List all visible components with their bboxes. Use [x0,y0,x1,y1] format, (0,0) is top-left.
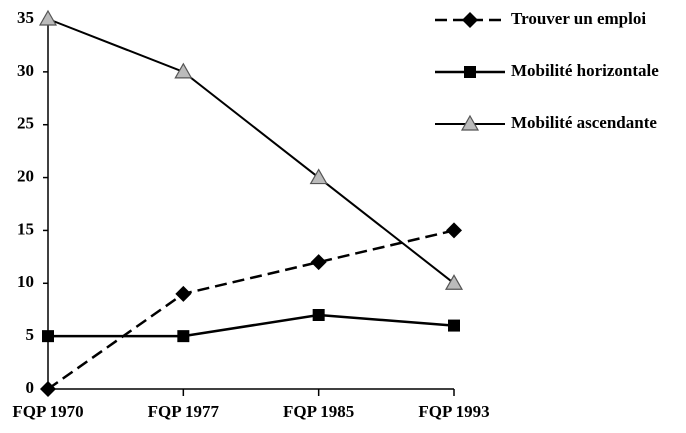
legend-label: Trouver un emploi [511,9,646,28]
legend-label: Mobilité ascendante [511,113,657,132]
marker [444,274,464,290]
y-tick-label: 25 [17,114,34,133]
marker [460,114,480,131]
y-tick-label: 0 [26,378,35,397]
marker [175,285,192,302]
y-tick-label: 10 [17,272,34,291]
y-tick-label: 30 [17,61,34,80]
marker [42,330,54,343]
y-tick-label: 20 [17,166,34,185]
x-tick-label: FQP 1970 [12,402,83,421]
x-tick-label: FQP 1977 [148,402,220,421]
marker [38,9,58,26]
marker [464,66,476,78]
series-line [47,229,455,391]
marker [40,381,56,397]
y-tick-label: 35 [17,8,34,27]
marker [462,12,478,28]
legend-label: Mobilité horizontale [511,61,659,80]
marker [312,309,325,321]
marker [446,222,462,239]
marker [309,168,328,185]
marker [448,319,460,332]
y-tick-label: 15 [17,219,34,238]
x-tick-label: FQP 1985 [283,402,354,421]
marker [310,254,327,271]
marker [177,330,190,343]
series-line [48,313,455,338]
series-line [47,18,455,285]
x-tick-label: FQP 1993 [418,402,489,421]
marker [174,62,193,79]
y-tick-label: 5 [26,325,35,344]
